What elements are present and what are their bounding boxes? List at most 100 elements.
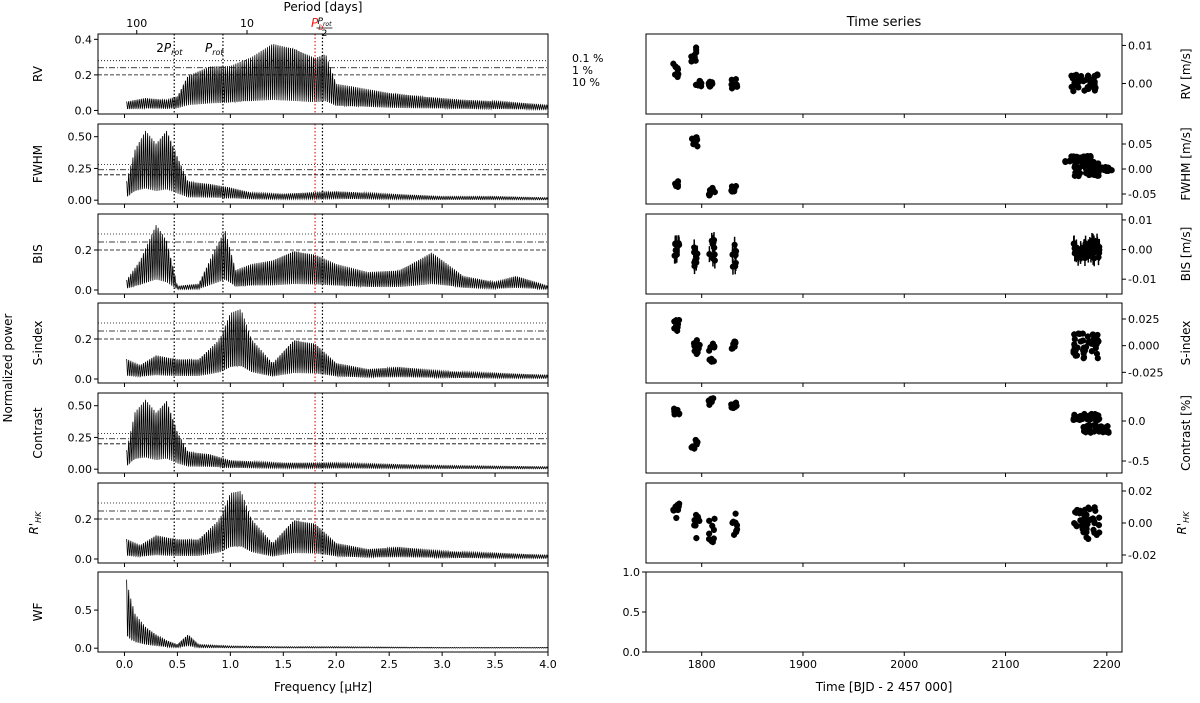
data-point [1078, 522, 1085, 529]
y-tick-label: 0.0 [75, 284, 93, 297]
top-axis-label: Period [days] [284, 0, 363, 14]
panel-frame [645, 123, 1123, 205]
data-point [694, 250, 701, 257]
x-tick-label: 1.0 [222, 658, 240, 671]
data-point [693, 259, 700, 266]
data-points [671, 316, 1102, 365]
data-point [731, 247, 738, 255]
data-point [706, 530, 713, 537]
y-tick-label: 0.05 [1128, 138, 1153, 151]
data-point [1075, 254, 1082, 261]
marker-label: Prot [205, 41, 224, 57]
data-point [1096, 529, 1103, 536]
periodogram-line [126, 579, 548, 649]
data-point [674, 406, 681, 414]
data-points [672, 134, 1115, 199]
data-point [1096, 246, 1103, 254]
time-series-panel: 0.02 0.00 -0.02 R'HK [645, 482, 1191, 567]
data-point [1086, 241, 1093, 249]
data-point [706, 78, 713, 85]
data-point [1073, 82, 1080, 90]
data-point [693, 44, 700, 51]
data-point [672, 180, 679, 187]
data-point [1085, 85, 1092, 92]
data-point [1088, 348, 1095, 355]
data-point [672, 252, 679, 259]
y-tick-label: -0.01 [1128, 273, 1156, 286]
y-tick-label: 0.025 [1128, 313, 1160, 326]
data-point [1080, 510, 1087, 517]
periodogram-line [126, 130, 548, 201]
data-point [1070, 88, 1077, 95]
y-tick-label: 0.25 [68, 162, 93, 175]
data-point [1093, 341, 1100, 348]
panel-frame [645, 33, 1123, 115]
y-tick-label: 0.01 [1128, 214, 1153, 227]
data-point [691, 244, 698, 251]
data-point [1087, 80, 1094, 88]
periodogram-line [126, 44, 548, 111]
data-point [690, 340, 698, 347]
data-points [671, 395, 1112, 452]
data-point [710, 526, 717, 533]
y-tick-label: 0.4 [75, 33, 93, 46]
panel-frame [645, 213, 1123, 295]
periodogram-line [126, 309, 548, 380]
data-point [730, 531, 738, 538]
data-point [1074, 344, 1081, 351]
data-point [692, 511, 700, 519]
time-series-panel: 0.05 0.00 -0.05 FWHM [m/s] [645, 123, 1193, 208]
data-point [731, 186, 738, 193]
data-point [1087, 429, 1094, 436]
time-series-panel: 0.0 0.5 1.0 [623, 566, 1123, 659]
data-points [670, 44, 1101, 95]
data-point [688, 58, 695, 65]
y-tick-label: 0.2 [75, 333, 93, 346]
panel-frame [645, 571, 1123, 653]
y-tick-label: 0.02 [1128, 485, 1153, 498]
top-axis-tick-label: 10 [240, 17, 254, 30]
shared-ylabel: Normalized power [1, 313, 15, 422]
data-point [1077, 77, 1084, 84]
time-series-panel: 0.00 0.01 RV [m/s] [645, 33, 1193, 118]
y-tick-label: 0.50 [68, 400, 93, 413]
y-tick-label: 0.0 [75, 642, 93, 655]
panel-frame [97, 482, 549, 564]
fap-legend-label: 0.1 % [572, 52, 603, 65]
x-tick-label: 3.0 [433, 658, 451, 671]
fap-legend-label: 1 % [572, 64, 593, 77]
y-tick-label: 0.00 [1128, 163, 1153, 176]
data-point [1071, 331, 1078, 338]
data-point [1090, 158, 1097, 166]
x-tick-label: 2200 [1093, 658, 1121, 671]
y-tick-label: 0.25 [68, 431, 93, 444]
data-point [730, 518, 737, 525]
data-point [1092, 242, 1099, 249]
data-point [692, 134, 700, 141]
x-tick-label: 2.5 [380, 658, 398, 671]
data-point [1083, 529, 1090, 536]
data-point [732, 510, 739, 517]
data-point [706, 356, 713, 363]
data-point [1076, 416, 1083, 423]
panel-ylabel: S-index [31, 321, 45, 366]
y-tick-label: 0.2 [75, 244, 93, 257]
panel-ylabel: R'HK [1175, 511, 1191, 535]
periodogram-line [126, 399, 548, 470]
y-tick-label: 0.00 [68, 463, 93, 476]
panel-frame [97, 33, 549, 115]
panel-ylabel: WF [31, 603, 45, 622]
y-tick-label: 0.0 [1128, 415, 1146, 428]
periodogram-panel: 0.0 0.2 0.4 RV [31, 33, 549, 118]
data-point [1084, 333, 1091, 340]
data-point [728, 85, 736, 92]
data-point [688, 444, 695, 451]
data-point [675, 240, 682, 247]
marker-label: Pb [311, 16, 323, 32]
y-tick-label: 1.0 [623, 566, 641, 579]
data-point [1070, 153, 1077, 160]
data-point [734, 83, 741, 90]
y-tick-label: 0.0 [75, 553, 93, 566]
periodogram-line [126, 225, 548, 291]
periodogram-panel: 0.00 0.25 0.50 Contrast [31, 392, 549, 477]
